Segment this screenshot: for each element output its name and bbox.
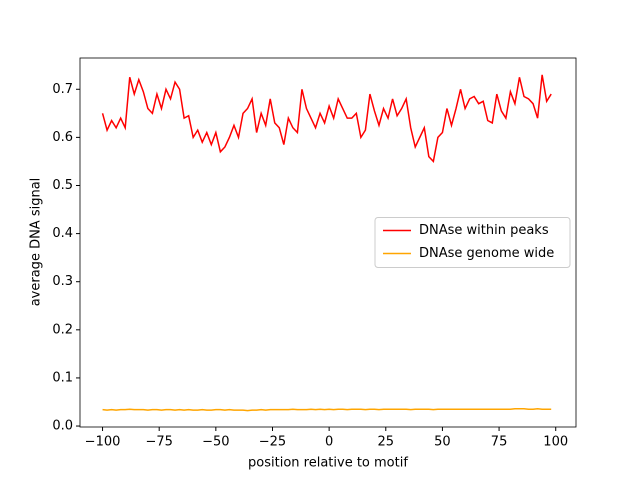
legend-label: DNAse genome wide — [419, 246, 554, 261]
y-tick-label: 0.1 — [52, 370, 73, 385]
legend: DNAse within peaks DNAse genome wide — [374, 217, 571, 268]
legend-box — [374, 217, 571, 268]
legend-label: DNAse within peaks — [419, 223, 549, 238]
x-tick-label: 50 — [434, 435, 451, 450]
x-tick-label: −50 — [202, 435, 229, 450]
y-tick-label: 0.5 — [52, 178, 73, 193]
x-tick-label: −100 — [85, 435, 121, 450]
x-tick-label: 0 — [325, 435, 333, 450]
y-tick-label: 0.0 — [52, 419, 73, 434]
x-tick-label: −75 — [145, 435, 172, 450]
y-tick-label: 0.3 — [52, 274, 73, 289]
y-tick-label: 0.6 — [52, 130, 73, 145]
plot-frame — [79, 57, 577, 428]
series-line — [102, 407, 552, 412]
x-axis-label: position relative to motif — [248, 456, 408, 471]
series-line — [101, 74, 552, 164]
x-tick-label: −25 — [259, 435, 286, 450]
y-tick-label: 0.7 — [52, 82, 73, 97]
x-tick-label: 25 — [378, 435, 395, 450]
x-tick-label: 100 — [543, 435, 568, 450]
x-tick-label: 75 — [491, 435, 508, 450]
y-tick-label: 0.2 — [52, 322, 73, 337]
y-tick-label: 0.4 — [52, 226, 73, 241]
y-axis-label: average DNA signal — [29, 178, 44, 307]
